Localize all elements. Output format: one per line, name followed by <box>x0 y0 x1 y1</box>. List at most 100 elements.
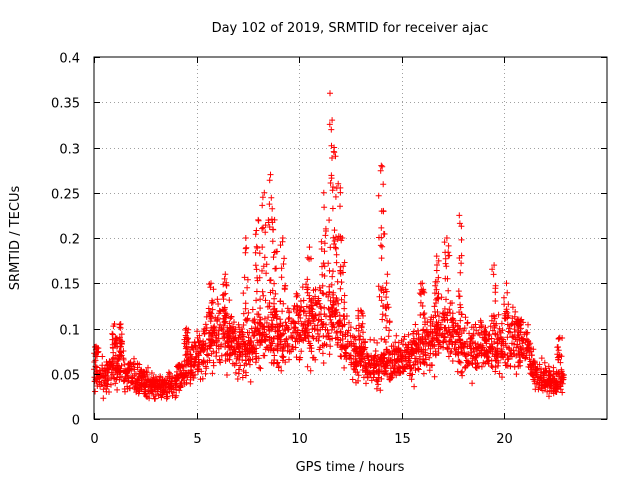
x-tick-label: 10 <box>291 432 308 447</box>
data-point <box>308 297 315 304</box>
data-point <box>328 172 335 179</box>
data-point <box>528 371 535 378</box>
data-point <box>297 354 304 361</box>
data-point <box>319 290 326 296</box>
data-point <box>180 367 187 374</box>
data-point <box>338 346 345 353</box>
data-point <box>340 313 347 320</box>
data-point <box>210 348 217 355</box>
data-point <box>331 311 337 318</box>
data-point <box>462 314 469 321</box>
data-point <box>443 235 450 241</box>
data-point <box>355 315 362 322</box>
data-point <box>494 345 501 352</box>
data-point <box>244 315 251 322</box>
data-point <box>221 319 228 326</box>
data-point <box>423 336 429 343</box>
data-point <box>262 222 269 229</box>
data-point <box>507 350 514 357</box>
data-point <box>157 373 164 380</box>
data-point <box>271 352 278 359</box>
data-point <box>455 293 462 300</box>
data-point <box>239 329 246 336</box>
data-point <box>176 387 183 394</box>
data-point <box>378 255 385 262</box>
data-point <box>306 310 313 317</box>
data-point <box>180 373 187 380</box>
data-point <box>271 300 277 307</box>
data-point <box>312 312 319 319</box>
data-point <box>210 324 217 331</box>
data-point <box>337 189 344 196</box>
data-point <box>376 358 382 365</box>
data-point <box>213 349 220 356</box>
data-point <box>343 350 350 357</box>
data-point <box>332 335 339 342</box>
data-point <box>445 353 452 360</box>
data-point <box>223 282 230 289</box>
data-point <box>296 307 303 314</box>
data-point <box>300 297 307 304</box>
data-point <box>279 353 286 360</box>
data-point <box>252 231 259 238</box>
data-point <box>482 337 489 344</box>
data-point <box>140 368 147 375</box>
data-point <box>482 324 489 331</box>
data-point <box>330 294 337 301</box>
data-point <box>525 345 532 352</box>
data-point <box>493 320 500 327</box>
data-point <box>274 344 281 350</box>
data-point <box>546 372 553 379</box>
data-point <box>106 389 112 395</box>
data-point <box>332 193 339 200</box>
data-point <box>251 328 258 335</box>
data-point <box>300 337 307 344</box>
data-point <box>549 379 556 386</box>
data-point <box>224 339 231 346</box>
data-point <box>553 385 560 391</box>
data-point <box>320 321 327 328</box>
data-point <box>516 351 523 358</box>
data-point <box>509 340 515 347</box>
data-point <box>446 338 453 344</box>
data-point <box>220 281 227 288</box>
data-point <box>559 389 566 396</box>
data-point <box>215 331 222 338</box>
data-point <box>220 315 227 322</box>
data-point <box>183 341 190 347</box>
data-point <box>428 338 435 345</box>
data-point <box>174 375 181 382</box>
data-point <box>377 354 384 361</box>
data-point <box>259 225 265 232</box>
data-point <box>236 349 243 355</box>
data-point <box>249 306 256 313</box>
data-point <box>200 341 207 348</box>
data-point <box>279 308 286 315</box>
data-point <box>286 348 293 355</box>
data-point <box>554 351 561 358</box>
data-point <box>356 360 362 367</box>
data-point <box>456 358 463 365</box>
data-point <box>337 353 344 360</box>
data-point <box>308 255 314 262</box>
data-point <box>377 387 384 394</box>
data-point <box>261 189 268 196</box>
data-point <box>427 345 434 352</box>
data-point <box>270 306 277 313</box>
data-point <box>371 371 378 378</box>
data-point <box>263 333 270 340</box>
data-point <box>327 244 334 251</box>
data-point <box>108 381 114 388</box>
data-point <box>317 344 324 351</box>
data-point <box>327 90 333 97</box>
data-point <box>231 337 237 344</box>
data-point <box>327 343 334 350</box>
data-point <box>223 314 230 321</box>
data-point <box>555 369 562 376</box>
data-point <box>417 347 423 354</box>
data-point <box>260 352 267 359</box>
data-point <box>555 336 562 342</box>
data-point <box>421 330 428 336</box>
data-point <box>431 290 438 297</box>
